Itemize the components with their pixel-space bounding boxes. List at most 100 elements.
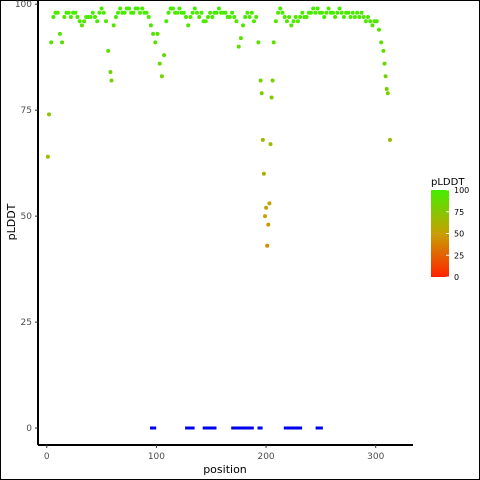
plddt-point [95,19,100,24]
plddt-point [51,15,56,19]
plddt-point [227,15,232,19]
plddt-point [341,15,346,19]
plddt-point [256,40,261,45]
plddt-point [271,40,276,45]
plddt-point [57,31,62,36]
plddt-point [357,15,362,19]
plddt-point [333,15,338,19]
plddt-point [298,15,303,19]
color-legend: pLDDT 0 25 50 75 100 [431,177,469,282]
plddt-point [273,19,278,24]
plddt-point [122,10,127,15]
x-tick-label: 200 [257,452,274,462]
plddt-point [190,10,195,15]
plddt-point [101,10,106,15]
plddt-point [266,222,271,227]
x-ticks: 0 100 200 300 [44,445,385,462]
plddt-point [162,53,167,58]
plddt-point [151,31,156,36]
plddt-point [203,19,208,24]
baseline-marker [190,426,195,430]
plddt-point [335,10,340,15]
plddt-point [60,40,65,45]
plddt-point [268,142,273,147]
plddt-point [379,40,384,45]
plddt-point [186,23,191,28]
plddt-point [363,19,368,24]
plddt-point [366,15,370,19]
plddt-point [348,15,353,19]
y-tick-label: 75 [21,106,32,116]
plddt-point [223,10,228,15]
plddt-point [195,10,199,15]
plddt-point [291,19,296,24]
plddt-point [337,6,342,11]
plddt-point [311,6,316,11]
plddt-point [157,61,162,66]
x-tick-label: 100 [148,452,165,462]
plddt-point [79,23,84,28]
plddt-point [374,19,379,24]
plddt-point [236,44,241,49]
plddt-point [263,214,267,219]
plddt-point [140,6,145,11]
legend-tick-label: 0 [454,273,459,282]
plddt-point [309,10,313,15]
plddt-point [113,15,118,19]
plddt-point [241,23,245,28]
plddt-point [249,10,254,15]
plddt-point [267,201,272,206]
plddt-point [324,10,329,15]
plddt-point [331,10,335,15]
plddt-point [261,171,266,176]
plddt-point [192,6,197,11]
plddt-point [320,10,324,15]
plddt-point [159,74,164,79]
plddt-point [197,15,202,19]
legend-tick-label: 100 [454,186,469,195]
plddt-point [116,10,120,15]
plddt-point [280,10,285,15]
plddt-point [304,15,309,19]
plddt-point [260,137,265,142]
plddt-point [214,10,219,15]
plddt-point [326,6,331,11]
plddt-point [264,205,269,210]
plddt-point [293,15,298,19]
plddt-point [322,15,327,19]
plddt-point [252,19,256,24]
plddt-point [131,10,136,15]
y-tick-label: 50 [21,212,33,222]
plddt-point [109,78,114,83]
plddt-point [284,19,289,24]
plot-marks [45,6,392,430]
plddt-point [361,15,366,19]
y-tick-label: 100 [15,0,32,10]
plddt-point [135,6,140,11]
plddt-point [184,15,188,19]
plddt-point [259,91,264,96]
legend-title: pLDDT [431,177,465,188]
baseline-marker [249,426,254,430]
y-axis-title: pLDDT [5,203,18,240]
plddt-point [164,19,169,24]
plddt-point [75,15,80,19]
plddt-point [153,40,158,45]
plddt-point [381,48,386,53]
plddt-point [385,91,390,96]
x-axis-title: position [203,463,247,476]
plddt-point [289,23,294,28]
plddt-point [210,15,215,19]
plddt-point [388,137,392,142]
plddt-point [93,15,97,19]
plddt-point [106,48,111,53]
plddt-point [49,40,54,45]
plddt-point [278,6,283,11]
plddt-point [355,10,360,15]
plddt-point [199,10,204,15]
plddt-point [377,27,381,32]
plddt-point [118,6,123,11]
plddt-point [166,10,171,15]
plddt-point [97,10,102,15]
